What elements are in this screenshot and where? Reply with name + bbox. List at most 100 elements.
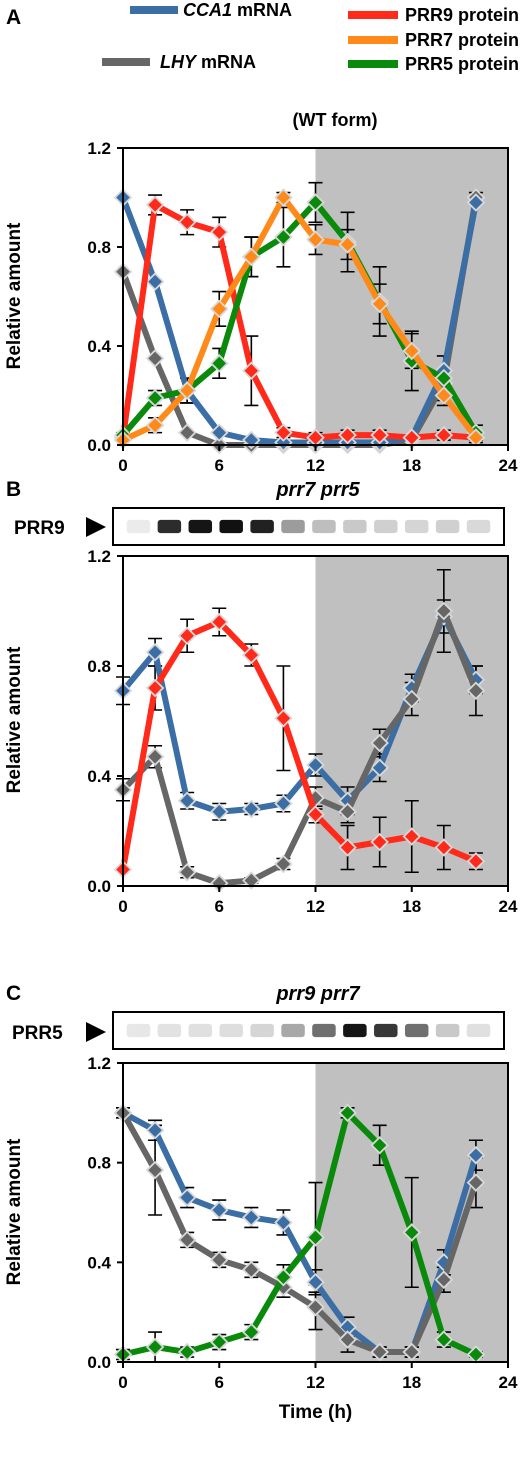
- panel-c-point-prr5-protein-6: [306, 1228, 325, 1247]
- panel-c-point-prr5-protein-7: [338, 1103, 357, 1123]
- legend-label-prr9: PRR9 protein: [405, 5, 519, 25]
- panel-b-xtick-label-0: 0: [118, 897, 127, 916]
- blot-prr5-band-0: [126, 1023, 151, 1038]
- panel-c-point-lhy-mrna-2: [177, 1230, 197, 1250]
- panel-c-point-lhy-mrna-1: [145, 1160, 165, 1180]
- chart-panel-a: 0.0 0.4 0.8 1.2 0 6 12 18 24 Relative amount: [4, 139, 518, 475]
- panel-a-ytick-label-3: 1.2: [87, 139, 111, 158]
- blot-prr9-band-9: [404, 519, 429, 534]
- blot-prr5-band-5: [281, 1023, 305, 1038]
- panel-c-point-prr5-protein-10: [434, 1330, 454, 1349]
- panel-c-point-cca1-mrna-2: [177, 1188, 197, 1207]
- panel-letter-c: C: [6, 982, 21, 1005]
- legend-item-cca1: CCA1 mRNA: [130, 0, 292, 20]
- panel-a-point-prr9-protein-1: [145, 195, 165, 215]
- blot-prr9-band-5: [281, 519, 305, 534]
- blot-prr5-band-8: [374, 1023, 398, 1038]
- panel-a-point-prr5-protein-5: [274, 227, 293, 247]
- panel-b-point-lhy-mrna-8: [370, 733, 389, 753]
- panel-c-point-cca1-mrna-1: [145, 1121, 165, 1140]
- panel-b-title: prr7 prr5: [275, 479, 360, 501]
- panel-a-xtick-label-3: 18: [402, 456, 421, 475]
- panel-b-point-cca1-mrna-6: [306, 755, 325, 775]
- legend-item-prr7: PRR7 protein: [348, 30, 519, 50]
- panel-b-point-lhy-mrna-9: [402, 689, 422, 709]
- blot-prr5-band-6: [312, 1023, 336, 1038]
- legend-label-prr7: PRR7 protein: [405, 30, 519, 50]
- panel-c-point-lhy-mrna-11: [466, 1173, 486, 1192]
- panel-c-ytick-label-3: 1.2: [87, 1054, 111, 1073]
- panel-b-point-prr9-protein-4: [242, 645, 261, 665]
- legend-label-cca1-suffix: mRNA: [232, 0, 292, 20]
- panel-c-ylabel: Relative amount: [4, 1138, 25, 1285]
- blot-prr9-band-2: [188, 519, 213, 534]
- panel-a-point-prr7-protein-4: [242, 247, 261, 267]
- panel-a-point-prr5-protein-1: [145, 388, 165, 408]
- panel-a-xtick-label-0: 0: [118, 456, 127, 475]
- panel-b-xtick-label-4: 24: [499, 897, 518, 916]
- blot-prr5-band-7: [343, 1023, 367, 1038]
- panel-b-ylabel: Relative amount: [4, 646, 25, 793]
- panel-a-point-lhy-mrna-1: [145, 349, 165, 368]
- panel-b-point-cca1-mrna-3: [209, 802, 229, 822]
- blot-prr5-band-1: [157, 1023, 182, 1038]
- panel-b-ytick-label-2: 0.8: [87, 657, 111, 676]
- panel-c-point-prr5-protein-8: [370, 1135, 389, 1155]
- panel-c-point-lhy-mrna-4: [242, 1260, 261, 1280]
- panel-c-point-prr5-protein-2: [177, 1342, 197, 1362]
- panel-a-line-cca1-mrna: [120, 196, 479, 446]
- panel-b-point-cca1-mrna-4: [242, 799, 261, 819]
- panel-b-point-lhy-mrna-2: [177, 862, 197, 882]
- panel-a-point-prr5-protein-6: [306, 193, 325, 212]
- panel-a-point-prr5-protein-3: [209, 354, 229, 373]
- panel-c-point-lhy-mrna-10: [434, 1270, 454, 1290]
- blot-prr5-band-2: [188, 1023, 213, 1038]
- legend: CCA1 mRNA LHY mRNA PRR9 protein PRR7 pro…: [102, 0, 519, 74]
- panel-a-point-prr7-protein-7: [338, 235, 357, 254]
- panel-a-xtick-label-4: 24: [499, 456, 518, 475]
- panel-c-ytick-label-1: 0.4: [87, 1253, 111, 1272]
- panel-b-xtick-label-3: 18: [402, 897, 421, 916]
- panel-b-xtick-label-1: 6: [215, 897, 224, 916]
- panel-a-point-prr7-protein-9: [402, 341, 422, 361]
- panel-b-point-lhy-mrna-5: [274, 854, 293, 874]
- panel-a-point-prr7-protein-10: [434, 386, 454, 405]
- blot-prr9-bands: [126, 519, 491, 534]
- panel-b-xtick-label-2: 12: [306, 897, 325, 916]
- panel-a-point-prr7-protein-8: [370, 294, 389, 314]
- panel-c-ytick-label-0: 0.0: [87, 1353, 111, 1372]
- chart-panel-b: 0.0 0.4 0.8 1.2 0 6 12 18 24 Relative amount: [4, 547, 518, 916]
- panel-b-point-prr9-protein-5: [274, 708, 293, 728]
- legend-label-prr5: PRR5 protein: [405, 54, 519, 74]
- panel-a-xtick-label-2: 12: [306, 456, 325, 475]
- panel-c-point-lhy-mrna-9: [402, 1342, 422, 1362]
- panel-c-line-lhy-mrna: [120, 1111, 479, 1356]
- panel-a-point-prr9-protein-7: [338, 425, 357, 445]
- blot-prr9-band-4: [250, 519, 274, 534]
- panel-a-point-prr7-protein-6: [306, 230, 325, 249]
- panel-c-point-cca1-mrna-11: [466, 1145, 486, 1165]
- panel-b-point-prr9-protein-9: [402, 827, 422, 846]
- panel-c-xtick-label-2: 12: [306, 1373, 325, 1392]
- panel-c-point-prr5-protein-5: [274, 1268, 293, 1287]
- blot-prr9-band-7: [343, 519, 367, 534]
- panel-letter-b: B: [6, 478, 21, 501]
- blot-prr9-band-1: [157, 519, 182, 534]
- panel-c-ytick-label-2: 0.8: [87, 1154, 111, 1173]
- panel-c-point-prr5-protein-3: [209, 1332, 229, 1352]
- panel-b-point-prr9-protein-8: [370, 832, 389, 852]
- panel-a-line-prr7-protein: [121, 194, 479, 443]
- panel-a-ytick-label-0: 0.0: [87, 436, 111, 455]
- blot-prr9-label: PRR9: [14, 518, 65, 539]
- panel-b-point-prr9-protein-7: [338, 838, 357, 857]
- panel-b-point-cca1-mrna-8: [370, 758, 389, 778]
- blot-prr5-label: PRR5: [12, 1023, 63, 1044]
- panel-c-xtick-label-0: 0: [118, 1373, 127, 1392]
- panel-c-xtick-label-4: 24: [499, 1373, 518, 1392]
- blot-prr5-arrow-icon: [86, 1022, 106, 1042]
- panel-c-point-cca1-mrna-6: [306, 1272, 325, 1292]
- panel-c-xtick-label-1: 6: [215, 1373, 224, 1392]
- panel-a-point-lhy-mrna-2: [177, 423, 197, 442]
- panel-c-point-cca1-mrna-3: [209, 1200, 229, 1220]
